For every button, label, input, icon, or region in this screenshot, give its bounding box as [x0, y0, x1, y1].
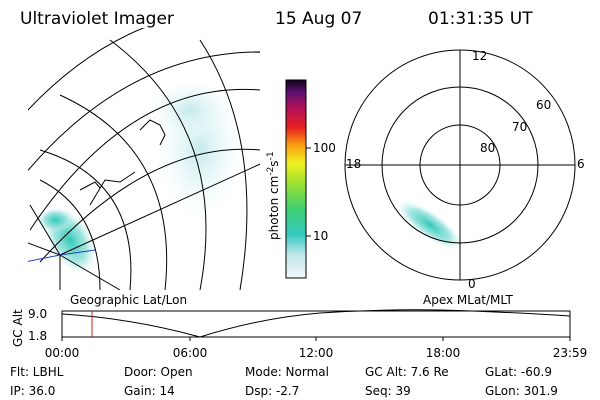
time: 01:31:35 UT: [428, 9, 533, 29]
mlt-label: 12: [472, 49, 487, 63]
lat-label: 80: [480, 141, 495, 155]
status-field: IP: 36.0: [10, 384, 55, 398]
panel-label: Apex MLat/MLT: [423, 293, 513, 307]
status-field: GLon: 301.9: [485, 384, 558, 398]
status-field: Seq: 39: [365, 384, 411, 398]
label-part: s: [267, 160, 281, 166]
x-tick-label: 06:00: [173, 346, 208, 360]
x-tick-label: 12:00: [299, 346, 334, 360]
x-tick-label: 00:00: [45, 346, 80, 360]
mlt-label: 0: [468, 277, 476, 291]
y-tick-label: 9.0: [28, 307, 47, 321]
panel-label: Geographic Lat/Lon: [70, 293, 187, 307]
title: Ultraviolet Imager: [20, 9, 174, 29]
status-field: Door: Open: [124, 365, 193, 379]
label-part: -2: [266, 167, 276, 176]
status-field: GC Alt: 7.6 Re: [365, 365, 449, 379]
polar-plot: [344, 49, 576, 281]
mlt-label: 18: [346, 157, 361, 171]
x-tick-label: 23:59: [553, 346, 588, 360]
altitude-curve: [61, 309, 571, 338]
axis-label: GC Alt: [11, 309, 25, 347]
status-field: Dsp: -2.7: [245, 384, 299, 398]
status-field: Gain: 14: [124, 384, 175, 398]
timeline-box: [61, 310, 571, 338]
mlt-label: 6: [577, 157, 585, 171]
y-tick-label: 1.8: [28, 329, 47, 343]
label-part: photon cm: [267, 176, 281, 240]
status-field: GLat: -60.9: [485, 365, 552, 379]
colorbar: [285, 79, 307, 279]
x-tick-label: 18:00: [426, 346, 461, 360]
geo-map: [28, 28, 260, 290]
lat-label: 70: [512, 120, 527, 134]
colorbar-tick: 100: [313, 141, 336, 155]
label-part: -1: [266, 151, 276, 160]
date: 15 Aug 07: [275, 9, 362, 29]
colorbar-label: photon cm-2s-1: [266, 151, 281, 240]
lat-label: 60: [536, 98, 551, 112]
status-field: Flt: LBHL: [10, 365, 64, 379]
colorbar-tick: 10: [313, 229, 328, 243]
status-field: Mode: Normal: [245, 365, 329, 379]
